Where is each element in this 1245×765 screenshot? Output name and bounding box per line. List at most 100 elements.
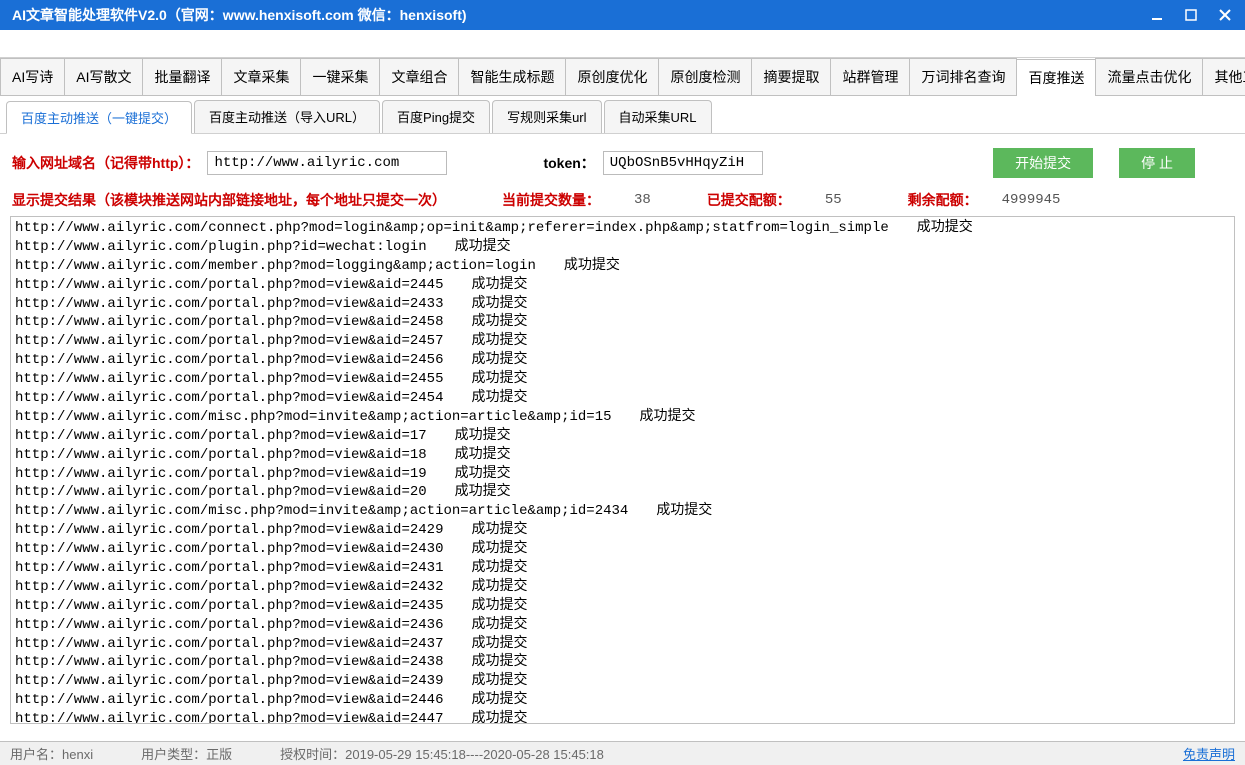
main-tab-13[interactable]: 流量点击优化 [1095, 58, 1203, 95]
remain-quota-value: 4999945 [1002, 192, 1061, 208]
result-line: http://www.ailyric.com/portal.php?mod=vi… [15, 295, 1230, 314]
result-url: http://www.ailyric.com/portal.php?mod=vi… [15, 616, 443, 635]
main-tab-9[interactable]: 摘要提取 [751, 58, 831, 95]
window-controls [1149, 7, 1233, 23]
titlebar: AI文章智能处理软件V2.0（官网：www.henxisoft.com 微信：h… [0, 0, 1245, 30]
result-line: http://www.ailyric.com/connect.php?mod=l… [15, 219, 1230, 238]
sub-tab-1[interactable]: 百度主动推送（导入URL） [194, 100, 380, 133]
result-url: http://www.ailyric.com/portal.php?mod=vi… [15, 351, 443, 370]
result-line: http://www.ailyric.com/portal.php?mod=vi… [15, 446, 1230, 465]
result-status: 成功提交 [471, 597, 527, 616]
sub-tab-2[interactable]: 百度Ping提交 [382, 100, 490, 133]
result-url: http://www.ailyric.com/member.php?mod=lo… [15, 257, 536, 276]
main-tab-14[interactable]: 其他工具 [1202, 58, 1245, 95]
input-row: 输入网址域名（记得带http）： token： 开始提交 停 止 [0, 134, 1245, 188]
main-tab-8[interactable]: 原创度检测 [658, 58, 752, 95]
minimize-icon[interactable] [1149, 7, 1165, 23]
result-status: 成功提交 [471, 521, 527, 540]
result-url: http://www.ailyric.com/portal.php?mod=vi… [15, 276, 443, 295]
result-url: http://www.ailyric.com/portal.php?mod=vi… [15, 332, 443, 351]
results-panel[interactable]: http://www.ailyric.com/connect.php?mod=l… [10, 216, 1235, 724]
result-url: http://www.ailyric.com/portal.php?mod=vi… [15, 540, 443, 559]
result-url: http://www.ailyric.com/misc.php?mod=invi… [15, 502, 628, 521]
result-url: http://www.ailyric.com/portal.php?mod=vi… [15, 578, 443, 597]
sub-tab-4[interactable]: 自动采集URL [604, 100, 712, 133]
result-url: http://www.ailyric.com/portal.php?mod=vi… [15, 295, 443, 314]
main-tab-12[interactable]: 百度推送 [1016, 59, 1096, 96]
result-status: 成功提交 [471, 578, 527, 597]
result-line: http://www.ailyric.com/portal.php?mod=vi… [15, 578, 1230, 597]
result-status: 成功提交 [917, 219, 973, 238]
result-line: http://www.ailyric.com/plugin.php?id=wec… [15, 238, 1230, 257]
disclaimer-link[interactable]: 免责声明 [1183, 744, 1235, 763]
main-tab-2[interactable]: 批量翻译 [142, 58, 222, 95]
result-url: http://www.ailyric.com/portal.php?mod=vi… [15, 446, 427, 465]
submitted-quota-value: 55 [825, 192, 842, 208]
sub-tab-0[interactable]: 百度主动推送（一键提交） [6, 101, 192, 134]
result-line: http://www.ailyric.com/portal.php?mod=vi… [15, 653, 1230, 672]
sub-tab-3[interactable]: 写规则采集url [492, 100, 601, 133]
result-status: 成功提交 [471, 635, 527, 654]
app-title: AI文章智能处理软件V2.0（官网：www.henxisoft.com 微信：h… [12, 5, 467, 25]
result-status: 成功提交 [471, 653, 527, 672]
result-url: http://www.ailyric.com/portal.php?mod=vi… [15, 710, 443, 724]
result-status: 成功提交 [455, 427, 511, 446]
result-url: http://www.ailyric.com/portal.php?mod=vi… [15, 427, 427, 446]
result-status: 成功提交 [455, 446, 511, 465]
result-url: http://www.ailyric.com/misc.php?mod=invi… [15, 408, 612, 427]
result-status: 成功提交 [471, 276, 527, 295]
result-line: http://www.ailyric.com/portal.php?mod=vi… [15, 521, 1230, 540]
sub-tabs: 百度主动推送（一键提交）百度主动推送（导入URL）百度Ping提交写规则采集ur… [0, 96, 1245, 134]
result-status: 成功提交 [455, 483, 511, 502]
result-status: 成功提交 [471, 295, 527, 314]
result-status: 成功提交 [471, 710, 527, 724]
result-url: http://www.ailyric.com/portal.php?mod=vi… [15, 691, 443, 710]
main-tabs: AI写诗AI写散文批量翻译文章采集一键采集文章组合智能生成标题原创度优化原创度检… [0, 58, 1245, 96]
main-tab-6[interactable]: 智能生成标题 [458, 58, 566, 95]
toolbar-spacer [0, 30, 1245, 58]
result-line: http://www.ailyric.com/portal.php?mod=vi… [15, 672, 1230, 691]
main-tab-10[interactable]: 站群管理 [830, 58, 910, 95]
main-tab-4[interactable]: 一键采集 [300, 58, 380, 95]
result-status: 成功提交 [471, 313, 527, 332]
result-url: http://www.ailyric.com/connect.php?mod=l… [15, 219, 889, 238]
result-url: http://www.ailyric.com/portal.php?mod=vi… [15, 465, 427, 484]
status-auth: 授权时间：2019-05-29 15:45:18----2020-05-28 1… [280, 744, 604, 763]
result-line: http://www.ailyric.com/portal.php?mod=vi… [15, 465, 1230, 484]
close-icon[interactable] [1217, 7, 1233, 23]
token-input[interactable] [603, 151, 763, 175]
result-status: 成功提交 [656, 502, 712, 521]
main-tab-3[interactable]: 文章采集 [221, 58, 301, 95]
result-url: http://www.ailyric.com/portal.php?mod=vi… [15, 370, 443, 389]
url-input[interactable] [207, 151, 447, 175]
result-status: 成功提交 [471, 351, 527, 370]
stats-row: 显示提交结果（该模块推送网站内部链接地址，每个地址只提交一次） 当前提交数量： … [0, 188, 1245, 216]
result-line: http://www.ailyric.com/portal.php?mod=vi… [15, 313, 1230, 332]
status-type: 用户类型：正版 [141, 744, 232, 763]
result-line: http://www.ailyric.com/portal.php?mod=vi… [15, 616, 1230, 635]
result-line: http://www.ailyric.com/portal.php?mod=vi… [15, 483, 1230, 502]
stop-button[interactable]: 停 止 [1119, 148, 1195, 178]
result-line: http://www.ailyric.com/portal.php?mod=vi… [15, 351, 1230, 370]
remain-quota-label: 剩余配额： [908, 190, 978, 210]
main-tab-0[interactable]: AI写诗 [0, 58, 65, 95]
result-line: http://www.ailyric.com/misc.php?mod=invi… [15, 502, 1230, 521]
result-line: http://www.ailyric.com/portal.php?mod=vi… [15, 710, 1230, 724]
current-count-label: 当前提交数量： [502, 190, 600, 210]
result-line: http://www.ailyric.com/portal.php?mod=vi… [15, 635, 1230, 654]
result-url: http://www.ailyric.com/portal.php?mod=vi… [15, 635, 443, 654]
result-url: http://www.ailyric.com/portal.php?mod=vi… [15, 389, 443, 408]
result-url: http://www.ailyric.com/portal.php?mod=vi… [15, 672, 443, 691]
maximize-icon[interactable] [1183, 7, 1199, 23]
main-tab-11[interactable]: 万词排名查询 [909, 58, 1017, 95]
main-tab-7[interactable]: 原创度优化 [565, 58, 659, 95]
result-status: 成功提交 [455, 238, 511, 257]
start-button[interactable]: 开始提交 [993, 148, 1093, 178]
result-label: 显示提交结果（该模块推送网站内部链接地址，每个地址只提交一次） [12, 190, 446, 210]
main-tab-1[interactable]: AI写散文 [64, 58, 143, 95]
result-url: http://www.ailyric.com/portal.php?mod=vi… [15, 653, 443, 672]
result-status: 成功提交 [471, 389, 527, 408]
main-tab-5[interactable]: 文章组合 [379, 58, 459, 95]
result-status: 成功提交 [471, 672, 527, 691]
result-line: http://www.ailyric.com/portal.php?mod=vi… [15, 389, 1230, 408]
